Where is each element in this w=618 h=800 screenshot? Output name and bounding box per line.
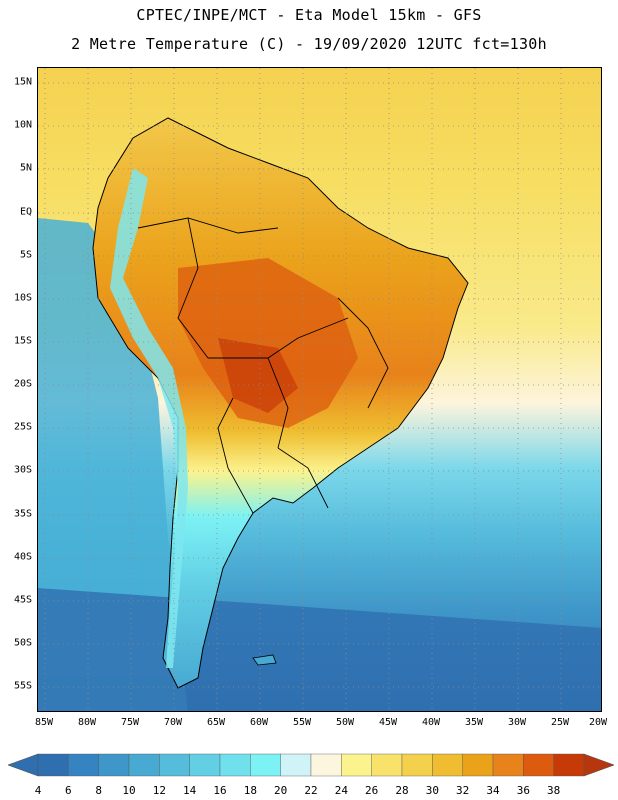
hot-interior-region — [178, 258, 358, 428]
lon-label-50w: 50W — [335, 717, 355, 728]
chart-title: CPTEC/INPE/MCT - Eta Model 15km - GFS — [136, 6, 482, 24]
colorbar-swatch — [128, 753, 160, 777]
colorbar-swatch — [553, 753, 585, 777]
lat-label-15s: 15S — [13, 335, 32, 347]
colorbar-tick-label: 22 — [304, 784, 318, 797]
lon-label-45w: 45W — [378, 717, 398, 728]
falkland-islands — [252, 654, 277, 666]
colorbar-tick-label: 10 — [122, 784, 136, 797]
lat-label-10n: 10N — [13, 119, 32, 131]
colorbar-tick-label: 18 — [243, 784, 257, 797]
colorbar-tick-label: 24 — [334, 784, 348, 797]
colorbar-swatch — [401, 753, 433, 777]
lat-label-5s: 5S — [19, 249, 32, 261]
lat-label-35s: 35S — [13, 508, 32, 520]
colorbar-tick-label: 32 — [456, 784, 470, 797]
colorbar-swatch — [37, 753, 69, 777]
colorbar-tick-label: 20 — [274, 784, 288, 797]
temperature-map — [38, 68, 601, 711]
lat-label-55s: 55S — [13, 680, 32, 692]
colorbar-tick-label: 6 — [65, 784, 72, 797]
chart-subtitle: 2 Metre Temperature (C) - 19/09/2020 12U… — [71, 35, 547, 53]
colorbar-swatch — [98, 753, 130, 777]
lon-label-35w: 35W — [464, 717, 484, 728]
colorbar-tick-label: 14 — [183, 784, 197, 797]
colorbar-tick-label: 28 — [395, 784, 409, 797]
lon-label-30w: 30W — [507, 717, 527, 728]
colorbar-swatch — [492, 753, 524, 777]
colorbar-low-arrow — [8, 753, 39, 777]
lon-label-25w: 25W — [550, 717, 570, 728]
colorbar-tick-label: 8 — [95, 784, 102, 797]
colorbar-tick-label: 36 — [516, 784, 530, 797]
andes-cold-strip — [110, 168, 188, 668]
colorbar-high-arrow — [583, 753, 614, 777]
colorbar-swatch — [280, 753, 312, 777]
lon-label-55w: 55W — [292, 717, 312, 728]
lat-label-40s: 40S — [13, 551, 32, 563]
lat-label-20s: 20S — [13, 378, 32, 390]
lat-label-10s: 10S — [13, 292, 32, 304]
colorbar-tick-label: 12 — [152, 784, 166, 797]
colorbar-swatch — [68, 753, 99, 777]
colorbar-swatch — [189, 753, 221, 777]
colorbar-tick-label: 34 — [486, 784, 500, 797]
lon-label-85w: 85W — [34, 717, 54, 728]
colorbar-swatch — [250, 753, 281, 777]
colorbar-swatch — [462, 753, 494, 777]
map-panel — [37, 67, 602, 712]
color-scale-bar — [8, 753, 614, 777]
lat-label-50s: 50S — [13, 637, 32, 649]
pacific-cool-water — [38, 218, 188, 711]
colorbar-tick-label: 16 — [213, 784, 227, 797]
lon-label-75w: 75W — [120, 717, 140, 728]
colorbar-tick-label: 38 — [547, 784, 561, 797]
lat-label-30s: 30S — [13, 464, 32, 476]
lat-label-5n: 5N — [19, 162, 32, 174]
colorbar-swatch — [310, 753, 342, 777]
lon-label-65w: 65W — [206, 717, 226, 728]
lon-label-20w: 20W — [588, 717, 608, 728]
colorbar-swatch — [341, 753, 372, 777]
lat-label-25s: 25S — [13, 421, 32, 433]
colorbar-tick-label: 30 — [425, 784, 439, 797]
lat-label-eq: EQ — [19, 206, 32, 218]
country-borders — [137, 217, 389, 514]
colorbar-swatch — [219, 753, 251, 777]
lon-label-60w: 60W — [249, 717, 269, 728]
colorbar-swatch — [371, 753, 403, 777]
lon-label-80w: 80W — [77, 717, 97, 728]
hottest-core — [218, 338, 298, 413]
lon-label-70w: 70W — [163, 717, 183, 728]
lat-label-15n: 15N — [13, 76, 32, 88]
colorbar-tick-label: 4 — [34, 784, 42, 797]
colorbar-swatch — [523, 753, 554, 777]
colorbar-swatch — [432, 753, 463, 777]
colorbar-swatch — [159, 753, 190, 777]
colorbar-tick-label: 26 — [365, 784, 379, 797]
lon-label-40w: 40W — [421, 717, 441, 728]
lat-label-45s: 45S — [13, 594, 32, 606]
graticule — [38, 68, 601, 711]
